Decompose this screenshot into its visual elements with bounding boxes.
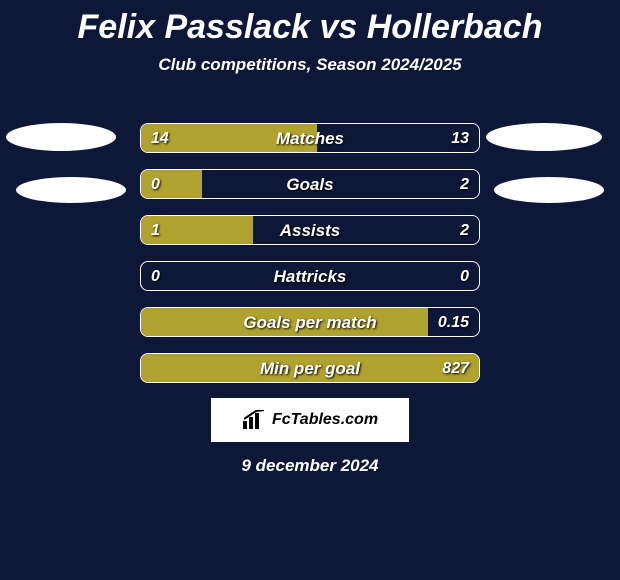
player-right-photo-1	[486, 123, 602, 151]
stat-row: Assists1 2	[140, 215, 480, 245]
stat-label: Goals	[141, 170, 479, 199]
branding-badge: FcTables.com	[211, 398, 409, 442]
player-right-photo-2	[494, 177, 604, 203]
stat-label: Min per goal	[141, 354, 479, 383]
stat-value-right: 13	[451, 124, 469, 153]
comparison-bars: Matches1413Goals02Assists12Hattricks00Go…	[140, 123, 480, 399]
player-left-photo-2	[16, 177, 126, 203]
branding-text: FcTables.com	[272, 411, 378, 429]
stat-value-right: 2	[460, 216, 469, 245]
stat-row: Matches14 13	[140, 123, 480, 153]
page-title: Felix Passlack vs Hollerbach	[0, 0, 620, 47]
stat-value-left: 14	[151, 124, 169, 153]
stat-label: Assists	[141, 216, 479, 245]
stat-value-right: 827	[442, 354, 469, 383]
player-left-photo-1	[6, 123, 116, 151]
stat-value-left: 0	[151, 170, 160, 199]
stat-row: Hattricks0 0	[140, 261, 480, 291]
date-label: 9 december 2024	[0, 456, 620, 476]
stat-row: Min per goal827	[140, 353, 480, 383]
stat-row: Goals per match0.15	[140, 307, 480, 337]
stat-value-left: 0	[151, 262, 160, 291]
stat-row: Goals0 2	[140, 169, 480, 199]
stat-label: Hattricks	[141, 262, 479, 291]
subtitle: Club competitions, Season 2024/2025	[0, 55, 620, 75]
stat-value-right: 0.15	[438, 308, 469, 337]
stat-value-right: 2	[460, 170, 469, 199]
stat-label: Matches	[141, 124, 479, 153]
chart-icon	[242, 410, 266, 430]
stat-value-left: 1	[151, 216, 160, 245]
stat-label: Goals per match	[141, 308, 479, 337]
stat-value-right: 0	[460, 262, 469, 291]
